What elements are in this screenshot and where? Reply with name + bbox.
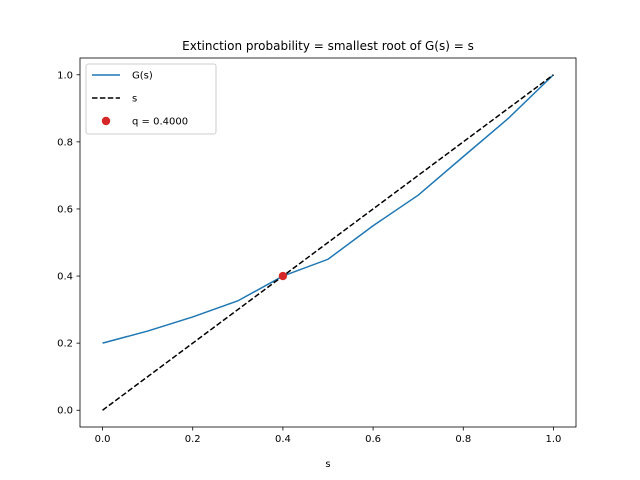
series-0-line	[102, 74, 554, 344]
y-tick-label: 0.8	[57, 137, 73, 148]
y-tick-label: 0.2	[57, 339, 73, 350]
y-tick-label: 1.0	[57, 70, 73, 81]
legend: G(s) s q = 0.4000	[85, 63, 217, 135]
series-1-line	[102, 74, 554, 411]
legend-label: G(s)	[132, 71, 153, 82]
x-axis-label: s	[325, 459, 330, 470]
y-tick-label: 0.0	[57, 406, 73, 417]
plot-area	[102, 74, 554, 411]
legend-marker	[101, 116, 111, 126]
axes-ticks: 0.0 0.2 0.4 0.6 0.8 1.0 0.0 0.2 0.4 0.6 0.8 1.0	[57, 70, 561, 445]
legend-label: q = 0.4000	[132, 117, 188, 128]
x-tick-label: 0.0	[95, 434, 111, 445]
x-tick-label: 1.0	[546, 434, 562, 445]
x-tick-label: 0.4	[275, 434, 291, 445]
chart-title: Extinction probability = smallest root o…	[182, 39, 474, 53]
x-tick-label: 0.6	[365, 434, 381, 445]
x-tick-label: 0.8	[455, 434, 471, 445]
y-tick-label: 0.4	[57, 272, 73, 283]
axes-frame	[79, 57, 577, 428]
legend-label: s	[132, 94, 137, 105]
x-tick-label: 0.2	[185, 434, 201, 445]
series-2-point	[278, 271, 288, 281]
y-tick-label: 0.6	[57, 204, 73, 215]
legend-box	[85, 63, 217, 135]
